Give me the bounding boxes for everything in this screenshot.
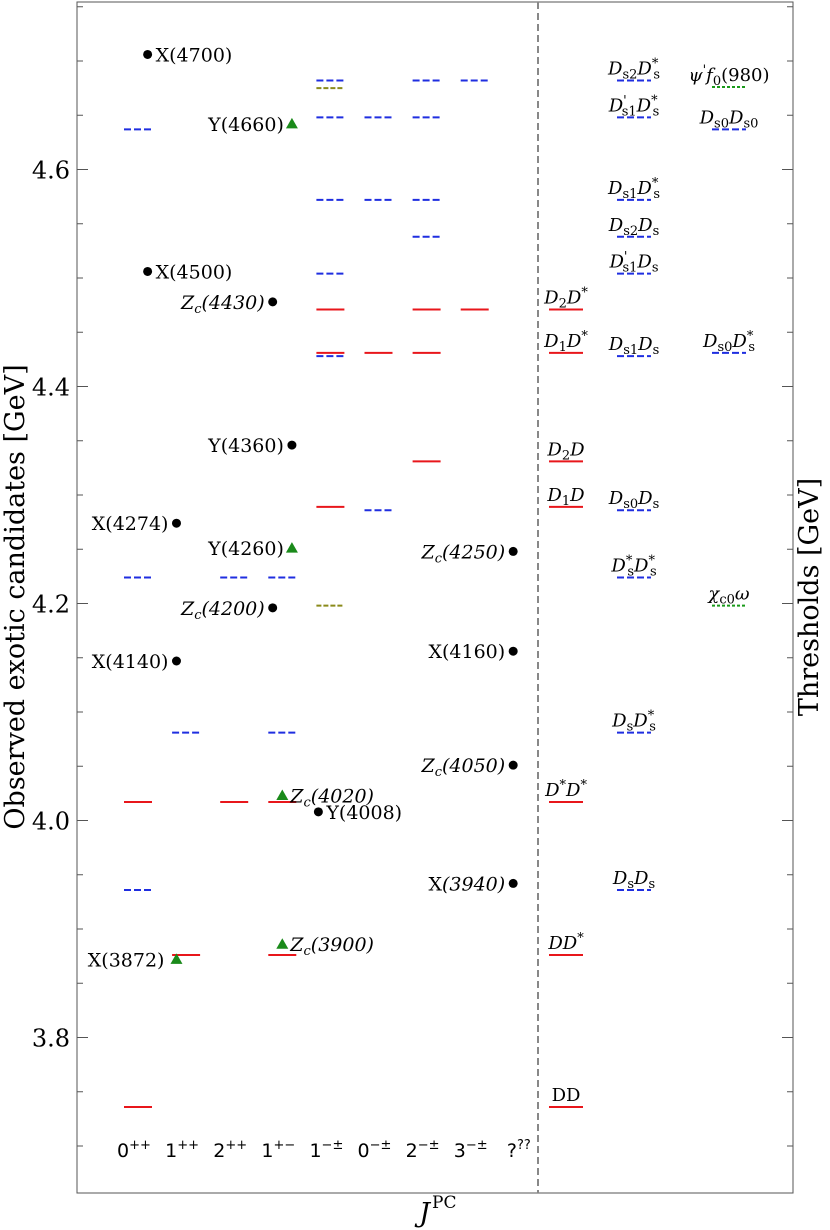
threshold-label: ψ'​f0​(980) <box>688 63 769 89</box>
y-tick-label: 4.4 <box>32 374 70 402</box>
state-label: X(3872) <box>88 949 165 971</box>
plot-frame <box>76 1 794 1194</box>
state-label: Y(4360) <box>207 435 284 457</box>
threshold-label: Ds0​D*s​ <box>702 329 755 355</box>
state-marker-x-4140 <box>171 656 181 666</box>
state-marker-y-4660 <box>285 117 298 129</box>
state-marker-x-4274 <box>171 518 181 528</box>
state-marker-x-4160 <box>508 646 518 656</box>
state-marker-x-3940 <box>508 878 518 888</box>
category-label: 3−± <box>454 1138 488 1162</box>
y-tick-label: 4.0 <box>32 808 70 836</box>
state-label: Y(4008) <box>325 802 402 824</box>
threshold-label: Ds1​D*s​ <box>607 176 660 202</box>
state-marker-zc-4430 <box>268 297 278 307</box>
threshold-label: D's1​Ds​ <box>608 250 658 276</box>
category-label: 2−± <box>406 1138 440 1162</box>
state-label: Zc(4200) <box>180 598 265 623</box>
state-marker-zc-4200 <box>268 603 278 613</box>
threshold-label: Ds1​Ds​ <box>608 334 660 358</box>
threshold-label: D1​D <box>546 485 585 509</box>
state-label: X(4140) <box>92 651 169 673</box>
state-label: Zc(4250) <box>421 541 506 566</box>
state-label: Zc(4020) <box>289 786 374 811</box>
threshold-label: D2​D <box>546 439 585 463</box>
state-marker-y-4008 <box>313 807 323 817</box>
threshold-label: Ds2​D*s​ <box>607 57 660 83</box>
category-label: ??? <box>507 1138 531 1162</box>
category-labels: 0++ 1++ 2++ 1+− 1−± 0−± 2−± 3−±??? <box>117 1138 531 1162</box>
threshold-label: Ds​D*s​ <box>611 709 656 735</box>
state-marker-zc-4250 <box>508 546 518 556</box>
state-label: X(4500) <box>156 261 233 283</box>
state-label: X(4160) <box>428 641 505 663</box>
state-marker-zc-3900 <box>276 938 289 949</box>
observed-states: X(4700) X(4500) X(4274) X(4140) X(3872) Y(466… <box>88 44 518 971</box>
state-label: X(4274) <box>92 513 169 535</box>
threshold-label: D*s​D*s​ <box>610 553 656 579</box>
state-label: X(3940) <box>428 873 505 895</box>
state-marker-x-3872 <box>170 953 183 964</box>
predicted-levels <box>124 79 489 1108</box>
y-axis-title: Observed exotic candidates [GeV] <box>0 364 31 829</box>
y-axis-right-title: Thresholds [GeV] <box>794 478 825 716</box>
threshold-label: Ds0​Ds0​ <box>699 107 759 131</box>
threshold-label: D's1​D*s​ <box>608 93 660 119</box>
threshold-label: Ds2​Ds​ <box>608 215 660 239</box>
y-tick-label: 4.2 <box>32 591 70 619</box>
state-label: Y(4260) <box>207 538 284 560</box>
state-marker-y-4360 <box>287 440 297 450</box>
y-tick-label: 4.6 <box>32 157 70 185</box>
state-label: Zc(4430) <box>180 292 265 317</box>
state-marker-zc-4050 <box>508 760 518 770</box>
state-label: X(4700) <box>156 44 233 66</box>
state-marker-zc-4020 <box>276 789 289 801</box>
threshold-label: D*​D*​ <box>544 778 587 801</box>
category-label: 1−± <box>309 1138 343 1162</box>
threshold-label: χc0​ω <box>706 584 749 608</box>
category-label: 2++ <box>213 1138 247 1162</box>
threshold-levels: DD DD*​ D*​D*​ D1​D D2​D D1​D*​ D2​D*​ Ds​Ds​ Ds… <box>543 57 770 1108</box>
threshold-label: Ds0​Ds​ <box>608 488 660 512</box>
state-label: Y(4660) <box>207 114 284 136</box>
category-label: 1+− <box>261 1138 295 1162</box>
state-marker-x-4700 <box>143 49 153 59</box>
state-marker-x-4500 <box>143 266 153 276</box>
state-label: Zc(4050) <box>421 755 506 780</box>
threshold-label: DD*​ <box>547 931 584 954</box>
threshold-label: Ds​Ds​ <box>612 868 655 892</box>
category-label: 0−± <box>358 1138 392 1162</box>
threshold-label: D1​D*​ <box>543 329 588 355</box>
threshold-label: D2​D*​ <box>543 285 588 311</box>
state-marker-y-4260 <box>285 542 298 553</box>
x-axis-title-sup: PC <box>432 1193 456 1213</box>
state-label: Zc(3900) <box>289 934 374 959</box>
axis-ticks: 3.8 4.0 4.2 4.4 4.6 <box>32 6 793 1147</box>
category-label: 0++ <box>117 1138 151 1162</box>
category-label: 1++ <box>165 1138 199 1162</box>
x-axis-title: J <box>414 1198 432 1229</box>
y-tick-label: 3.8 <box>32 1025 70 1053</box>
threshold-label: DD <box>552 1085 581 1106</box>
